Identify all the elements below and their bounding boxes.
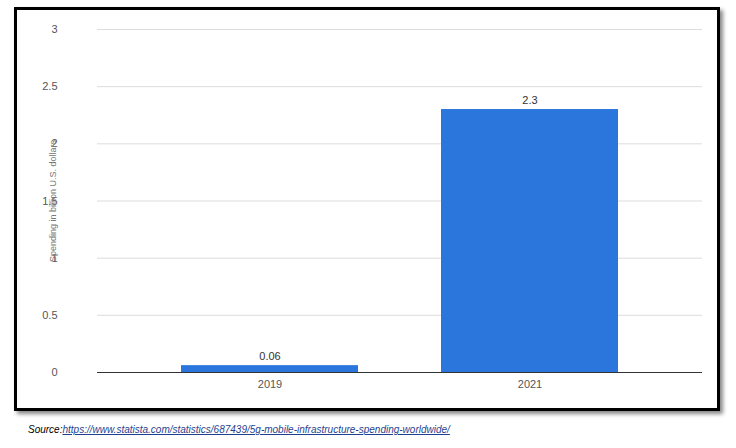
svg-text:3: 3 <box>51 23 57 35</box>
svg-text:2019: 2019 <box>258 378 282 390</box>
svg-text:2021: 2021 <box>518 378 542 390</box>
svg-text:0: 0 <box>51 366 57 378</box>
svg-text:0.06: 0.06 <box>259 350 280 362</box>
svg-text:2.5: 2.5 <box>42 80 57 92</box>
svg-text:Spending in billion U.S. dolla: Spending in billion U.S. dollars <box>48 139 58 262</box>
html-text:Source: https://www.statista.c: Source: https://www.statista.com/statist… <box>28 424 450 435</box>
svg-text:0.5: 0.5 <box>42 309 57 321</box>
svg-text:2.3: 2.3 <box>522 94 537 106</box>
